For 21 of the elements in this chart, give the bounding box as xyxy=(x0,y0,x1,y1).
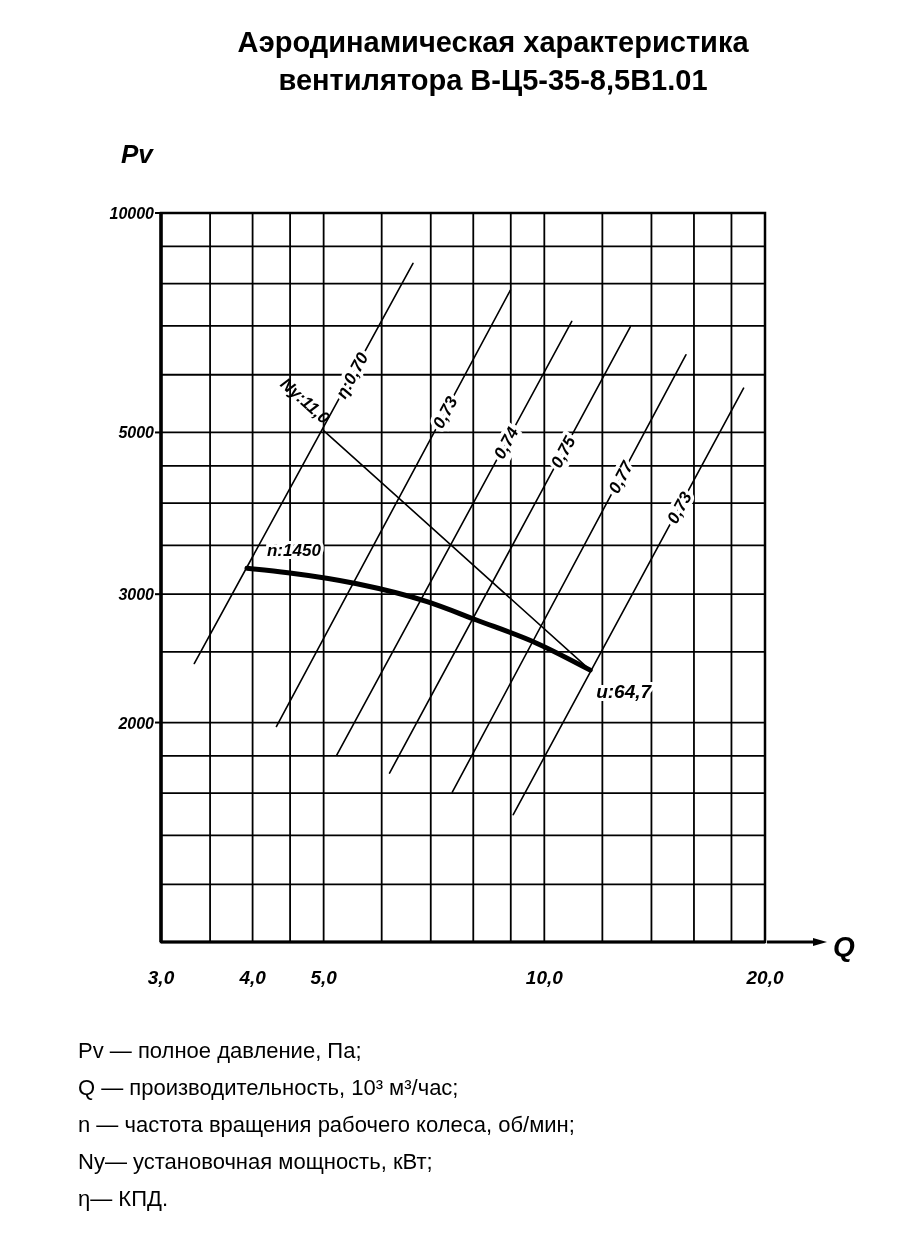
text: η— КПД. xyxy=(78,1186,168,1211)
y-tick-label: 10000 xyxy=(109,205,155,222)
y-tick-label: 2000 xyxy=(117,714,155,732)
x-axis-title: Q xyxy=(833,931,855,962)
y-tick-label: 3000 xyxy=(118,586,155,604)
text: 0,77 xyxy=(604,457,638,497)
x-tick-label: 3,0 xyxy=(147,967,175,988)
text: Pv — полное давление, Па; xyxy=(78,1038,362,1063)
text: 0,73 xyxy=(429,392,462,432)
x-tick-label: 20,0 xyxy=(745,967,784,988)
text: Ny— установочная мощность, кВт; xyxy=(78,1149,433,1174)
chart-title: Аэродинамическая характеристика вентилятора В-Ц5-35-8,5В1.01 xyxy=(237,26,750,96)
text: 0,75 xyxy=(547,432,580,472)
y-axis-title: Pv xyxy=(121,139,155,169)
x-tick-label: 5,0 xyxy=(310,967,338,988)
text: n — частота вращения рабочего колеса, об/мин; xyxy=(78,1112,575,1137)
x-tick-label: 4,0 xyxy=(238,967,267,988)
x-tick-label: 10,0 xyxy=(525,967,564,988)
y-tick-label: 5000 xyxy=(118,424,155,442)
text: 0,73 xyxy=(663,488,697,527)
text: Q — производительность, 10³ м³/час; xyxy=(78,1075,459,1100)
